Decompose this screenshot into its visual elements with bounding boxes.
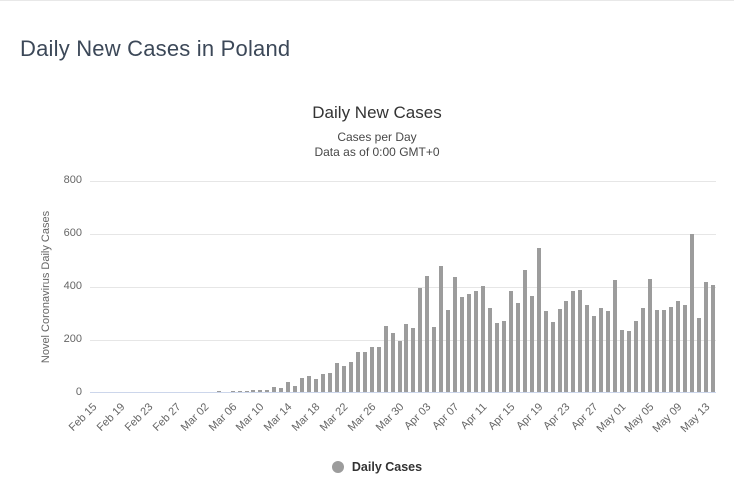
- bar-apr-27[interactable]: [592, 316, 597, 392]
- bar-apr-15[interactable]: [508, 291, 513, 392]
- bar-apr-29[interactable]: [606, 310, 611, 392]
- bar-mar-31[interactable]: [404, 324, 409, 392]
- bar-apr-20[interactable]: [543, 310, 548, 392]
- bar-apr-16[interactable]: [515, 302, 520, 392]
- y-axis-label-400: 400: [63, 280, 82, 292]
- legend-marker-icon: [331, 461, 344, 473]
- chart-subtitle-data-as-of: Data as of 0:00 GMT+0: [314, 145, 440, 159]
- bar-mar-25[interactable]: [362, 352, 367, 392]
- bar-apr-22[interactable]: [557, 309, 562, 392]
- bar-mar-18[interactable]: [314, 379, 319, 392]
- bar-may-08[interactable]: [668, 306, 673, 392]
- gridline-200: [90, 339, 716, 341]
- bar-apr-28[interactable]: [599, 308, 604, 392]
- gridline-800: [90, 180, 716, 182]
- bar-apr-26[interactable]: [585, 304, 590, 392]
- legend-label: Daily Cases: [351, 460, 423, 474]
- bar-may-13[interactable]: [703, 282, 708, 392]
- bar-apr-03[interactable]: [425, 276, 430, 392]
- bar-may-03[interactable]: [634, 320, 638, 392]
- legend-item-daily-cases[interactable]: Daily Cases: [20, 457, 734, 477]
- bar-mar-06[interactable]: [230, 390, 235, 392]
- bar-apr-21[interactable]: [550, 322, 555, 392]
- bar-mar-26[interactable]: [369, 346, 374, 392]
- y-axis-label-200: 200: [63, 333, 82, 345]
- bar-may-10[interactable]: [682, 304, 687, 392]
- bar-apr-08[interactable]: [460, 297, 465, 392]
- bar-apr-30[interactable]: [613, 279, 618, 392]
- bar-mar-23[interactable]: [348, 361, 353, 392]
- bar-apr-24[interactable]: [571, 291, 576, 392]
- daily-new-cases-chart: Daily New Cases Cases per Day Data as of…: [0, 97, 734, 489]
- y-axis-label-0: 0: [75, 386, 82, 398]
- bar-apr-14[interactable]: [501, 320, 506, 392]
- bar-mar-07[interactable]: [237, 391, 242, 392]
- bar-mar-13[interactable]: [279, 387, 284, 392]
- bar-mar-17[interactable]: [307, 375, 312, 392]
- bar-mar-21[interactable]: [334, 362, 339, 392]
- bar-apr-09[interactable]: [467, 293, 472, 392]
- bar-may-04[interactable]: [640, 308, 645, 392]
- bar-apr-10[interactable]: [474, 291, 479, 392]
- bar-mar-24[interactable]: [355, 351, 360, 392]
- page-title: Daily New Cases in Poland: [20, 36, 291, 61]
- bar-may-14[interactable]: [710, 285, 715, 392]
- bar-mar-27[interactable]: [376, 347, 381, 392]
- bar-may-01[interactable]: [620, 330, 625, 392]
- y-axis-label-600: 600: [63, 227, 82, 239]
- bar-apr-13[interactable]: [494, 323, 499, 392]
- bar-mar-22[interactable]: [341, 366, 346, 392]
- bar-mar-19[interactable]: [321, 373, 325, 392]
- bar-apr-07[interactable]: [453, 276, 458, 392]
- bar-apr-17[interactable]: [522, 269, 527, 392]
- bar-mar-10[interactable]: [258, 389, 263, 392]
- bar-may-07[interactable]: [661, 310, 666, 392]
- bar-may-11[interactable]: [689, 234, 694, 392]
- bar-apr-04[interactable]: [432, 327, 437, 392]
- bar-mar-12[interactable]: [272, 386, 277, 392]
- bar-may-12[interactable]: [696, 317, 701, 392]
- bar-mar-16[interactable]: [300, 378, 305, 392]
- bar-apr-18[interactable]: [529, 295, 534, 392]
- chart-subtitle-cases-per-day: Cases per Day: [337, 130, 417, 144]
- bar-may-09[interactable]: [675, 300, 680, 392]
- bar-apr-05[interactable]: [439, 266, 444, 392]
- bar-mar-04[interactable]: [216, 391, 221, 392]
- chart-title: Daily New Cases: [312, 103, 442, 122]
- bar-apr-01[interactable]: [411, 327, 416, 392]
- bar-mar-15[interactable]: [293, 386, 298, 392]
- bar-mar-29[interactable]: [390, 332, 395, 392]
- bar-mar-30[interactable]: [397, 340, 402, 392]
- plot-area: 0 200 400 600 800 Feb 15 Feb 19 Feb 23 Feb 27 Mar…: [64, 174, 716, 435]
- bar-may-05[interactable]: [647, 279, 652, 392]
- bar-apr-02[interactable]: [418, 288, 423, 392]
- bar-mar-28[interactable]: [383, 326, 388, 392]
- bar-apr-11[interactable]: [480, 285, 485, 392]
- bar-mar-11[interactable]: [265, 389, 270, 392]
- bar-apr-25[interactable]: [578, 289, 583, 392]
- gridline-600: [90, 233, 716, 235]
- gridline-400: [90, 286, 716, 288]
- bar-apr-06[interactable]: [446, 309, 451, 392]
- bar-mar-14[interactable]: [286, 382, 291, 392]
- bar-may-02[interactable]: [627, 331, 632, 392]
- bar-mar-09[interactable]: [251, 390, 256, 392]
- bar-apr-12[interactable]: [487, 307, 492, 392]
- bar-may-06[interactable]: [654, 309, 659, 392]
- bar-apr-23[interactable]: [564, 301, 569, 392]
- y-axis-label-800: 800: [63, 174, 82, 186]
- bar-mar-08[interactable]: [244, 390, 249, 392]
- bar-apr-19[interactable]: [536, 247, 541, 392]
- bar-mar-20[interactable]: [327, 373, 332, 392]
